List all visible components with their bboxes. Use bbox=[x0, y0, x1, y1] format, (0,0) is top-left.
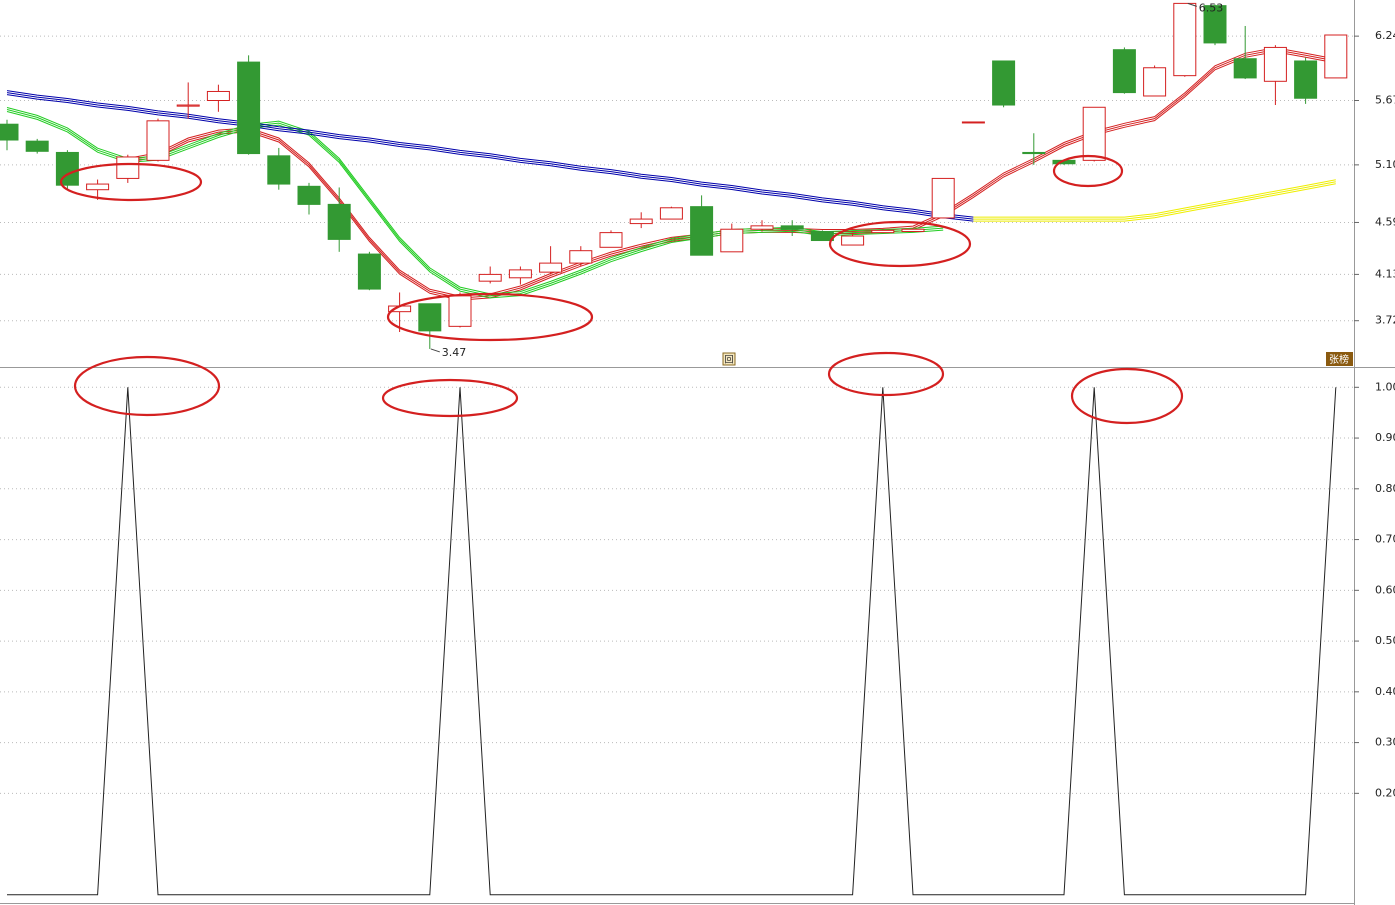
highlight bbox=[381, 378, 519, 418]
icon-box bbox=[722, 352, 736, 366]
icon[interactable]: 张榜 bbox=[1329, 353, 1349, 366]
low-label: 3.47 bbox=[442, 346, 467, 359]
candle-body bbox=[780, 225, 804, 230]
candle-body bbox=[810, 230, 834, 242]
high-label: 6.53 bbox=[1199, 1, 1224, 14]
candle-body bbox=[0, 123, 19, 141]
line bbox=[973, 179, 1336, 218]
y-tick-label: 0.80 bbox=[1375, 482, 1395, 495]
candle-body bbox=[267, 155, 291, 185]
candle-body bbox=[418, 303, 442, 332]
candle-body bbox=[690, 206, 714, 256]
pointer bbox=[430, 348, 440, 353]
y-tick-label: 6.24 bbox=[1375, 29, 1395, 42]
candle-body bbox=[629, 218, 653, 225]
highlight bbox=[59, 162, 203, 202]
candle-body bbox=[1324, 34, 1348, 79]
candle-body bbox=[176, 104, 200, 107]
y-tick-label: 4.13 bbox=[1375, 267, 1395, 280]
candle-body bbox=[569, 250, 593, 264]
candle-body bbox=[750, 225, 774, 230]
y-tick-label: 3.72 bbox=[1375, 314, 1395, 327]
candle-body bbox=[871, 229, 895, 234]
y-tick-label: 0.60 bbox=[1375, 583, 1395, 596]
y-tick-label: 4.59 bbox=[1375, 215, 1395, 228]
candle-body bbox=[720, 228, 744, 253]
candle-body bbox=[237, 61, 261, 155]
y-tick-label: 0.40 bbox=[1375, 685, 1395, 698]
pointer bbox=[1187, 2, 1197, 7]
candle-body bbox=[1203, 5, 1227, 44]
line bbox=[6, 90, 974, 218]
candle-body bbox=[327, 203, 351, 240]
candle-body bbox=[478, 273, 502, 282]
candle-body bbox=[1263, 46, 1287, 82]
candle-body bbox=[1022, 151, 1046, 155]
candle-body bbox=[1173, 2, 1197, 77]
candle-body bbox=[901, 228, 925, 232]
candle-body bbox=[297, 185, 321, 205]
y-tick-label: 5.10 bbox=[1375, 158, 1395, 171]
candle-body bbox=[539, 262, 563, 273]
line bbox=[6, 94, 974, 222]
candle-body bbox=[357, 253, 381, 290]
y-tick-label: 0.90 bbox=[1375, 431, 1395, 444]
candle-body bbox=[206, 90, 230, 102]
candle-body bbox=[1233, 58, 1257, 79]
candle-body bbox=[508, 269, 532, 279]
candle-body bbox=[146, 120, 170, 161]
candle-body bbox=[841, 235, 865, 246]
y-tick-label: 0.30 bbox=[1375, 736, 1395, 749]
candle-body bbox=[25, 140, 49, 152]
y-tick-label: 0.20 bbox=[1375, 786, 1395, 799]
candle-body bbox=[659, 207, 683, 220]
line bbox=[7, 387, 1337, 896]
candle-body bbox=[992, 60, 1016, 106]
annotations bbox=[59, 154, 1184, 425]
line bbox=[6, 92, 974, 220]
highlight bbox=[73, 355, 221, 417]
line bbox=[973, 181, 1336, 220]
y-tick-label: 0.70 bbox=[1375, 533, 1395, 546]
y-tick-label: 1.00 bbox=[1375, 380, 1395, 393]
candle-body bbox=[448, 295, 472, 327]
candle-body bbox=[1294, 60, 1318, 99]
icon[interactable]: 回 bbox=[724, 355, 733, 366]
candle-body bbox=[931, 177, 955, 219]
highlight bbox=[828, 220, 972, 268]
icon-box bbox=[1326, 352, 1353, 366]
candle-body bbox=[1082, 106, 1106, 161]
candle-body bbox=[961, 121, 985, 124]
highlight bbox=[1052, 154, 1124, 188]
highlight bbox=[1070, 367, 1184, 425]
y-tick-label: 0.50 bbox=[1375, 634, 1395, 647]
candle-body bbox=[55, 151, 79, 186]
candle-body bbox=[1112, 49, 1136, 94]
candle-body bbox=[1143, 67, 1167, 97]
candle-body bbox=[86, 183, 110, 191]
highlight bbox=[827, 351, 945, 397]
line bbox=[973, 183, 1336, 222]
y-tick-label: 5.67 bbox=[1375, 94, 1395, 107]
candle-body bbox=[116, 156, 140, 179]
candle-body bbox=[599, 232, 623, 248]
highlight bbox=[386, 292, 594, 342]
